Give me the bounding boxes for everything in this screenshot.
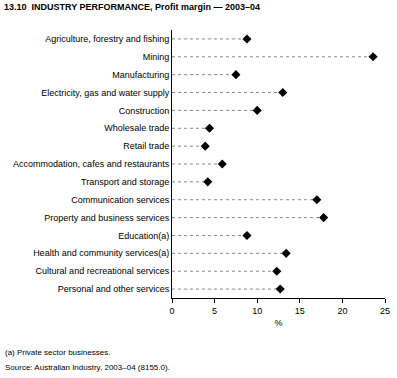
svg-text:Property and business services: Property and business services — [44, 213, 170, 223]
svg-text:15: 15 — [295, 306, 305, 316]
svg-text:Cultural and recreational serv: Cultural and recreational services — [36, 266, 170, 276]
svg-text:Wholesale trade: Wholesale trade — [104, 123, 169, 133]
svg-text:Agriculture, forestry and fish: Agriculture, forestry and fishing — [45, 34, 169, 44]
svg-text:(a) Private sector businesses.: (a) Private sector businesses. — [5, 348, 110, 357]
svg-text:Source: Australian Industry, 2: Source: Australian Industry, 2003–04 (81… — [5, 363, 170, 372]
svg-text:Manufacturing: Manufacturing — [112, 70, 169, 80]
svg-text:20: 20 — [337, 306, 347, 316]
svg-text:Construction: Construction — [119, 106, 170, 116]
svg-text:0: 0 — [169, 306, 174, 316]
svg-text:Personal and other services: Personal and other services — [58, 284, 170, 294]
svg-text:Communication services: Communication services — [71, 195, 170, 205]
svg-text:5: 5 — [212, 306, 217, 316]
svg-text:Retail trade: Retail trade — [123, 141, 169, 151]
svg-text:Health and community services(: Health and community services(a) — [33, 248, 169, 258]
svg-text:Transport and storage: Transport and storage — [81, 177, 169, 187]
svg-text:13.10 INDUSTRY PERFORMANCE, P: 13.10 INDUSTRY PERFORMANCE, Profit margi… — [4, 2, 260, 12]
svg-text:Education(a): Education(a) — [118, 231, 169, 241]
svg-text:%: % — [274, 318, 282, 328]
svg-text:Mining: Mining — [143, 52, 170, 62]
svg-text:25: 25 — [380, 306, 390, 316]
svg-text:Electricity, gas and water sup: Electricity, gas and water supply — [41, 88, 169, 98]
svg-text:Accommodation, cafes and resta: Accommodation, cafes and restaurants — [13, 159, 170, 169]
svg-text:10: 10 — [252, 306, 262, 316]
